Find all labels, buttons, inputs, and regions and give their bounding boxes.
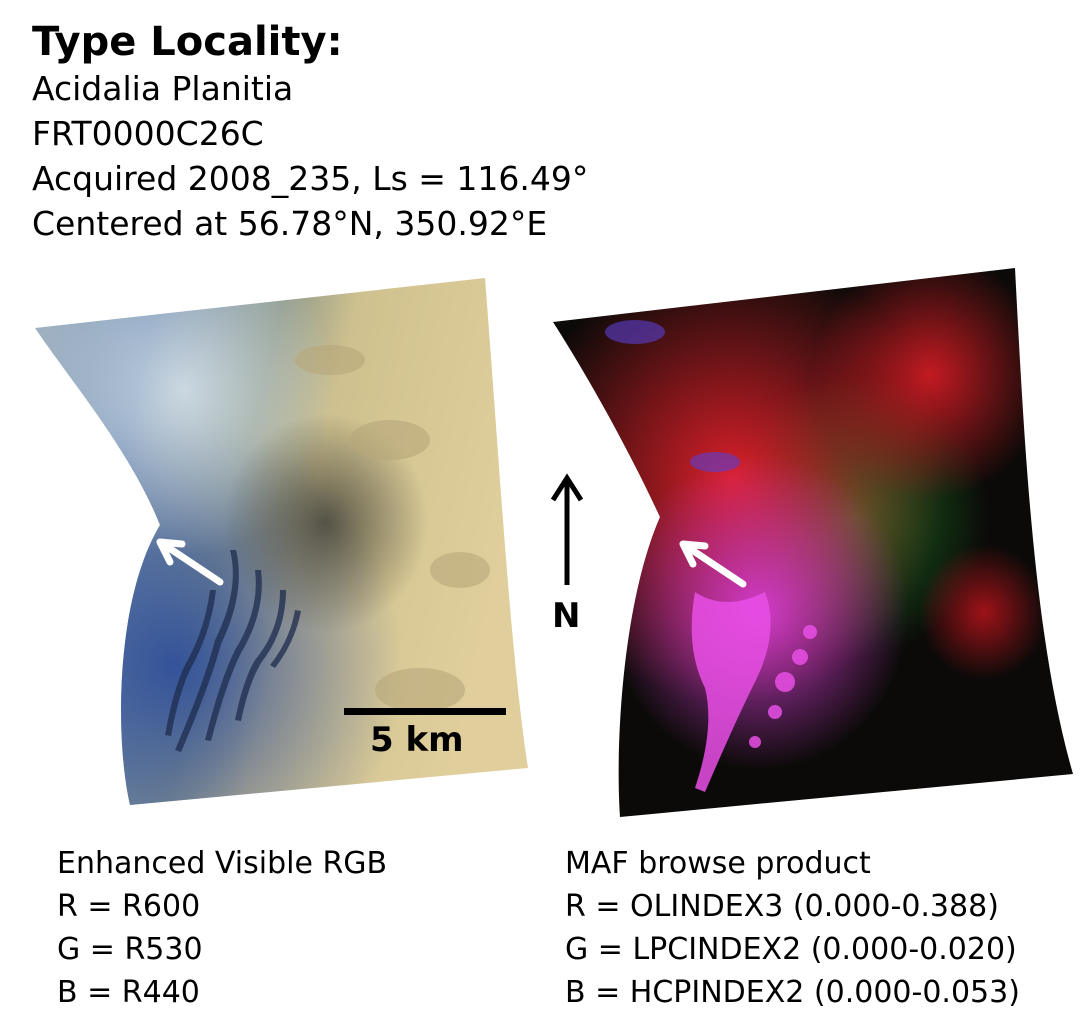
rgb-caption-red: R = R600 (57, 889, 201, 924)
observation-id: FRT0000C26C (32, 114, 264, 153)
pointer-arrow-icon (679, 540, 747, 588)
maf-image-svg (553, 268, 1073, 817)
scale-bar (344, 708, 506, 715)
north-label: N (552, 596, 581, 636)
location-name: Acidalia Planitia (32, 69, 294, 108)
rgb-caption-title: Enhanced Visible RGB (57, 846, 388, 881)
maf-caption-red: R = OLINDEX3 (0.000-0.388) (565, 889, 999, 924)
rgb-caption-blue: B = R440 (57, 975, 200, 1010)
acquisition-info: Acquired 2008_235, Ls = 116.49° (32, 159, 589, 198)
maf-caption-green: G = LPCINDEX2 (0.000-0.020) (565, 932, 1017, 967)
header-block: Type Locality: Acidalia Planitia FRT0000… (32, 18, 588, 246)
center-coordinates: Centered at 56.78°N, 350.92°E (32, 204, 548, 243)
arrow-north-icon (550, 473, 584, 585)
rgb-caption-green: G = R530 (57, 932, 203, 967)
maf-caption-blue: B = HCPINDEX2 (0.000-0.053) (565, 975, 1020, 1010)
scale-label: 5 km (370, 720, 464, 760)
pointer-arrow-icon (156, 538, 224, 586)
type-locality-title: Type Locality: (32, 19, 343, 65)
enhanced-visible-rgb-image (30, 270, 540, 820)
rgb-image-svg (35, 278, 528, 805)
rgb-caption: Enhanced Visible RGB R = R600 G = R530 B… (57, 842, 387, 1014)
maf-caption: MAF browse product R = OLINDEX3 (0.000-0… (565, 842, 1020, 1014)
maf-caption-title: MAF browse product (565, 846, 871, 881)
maf-browse-image (545, 262, 1080, 827)
